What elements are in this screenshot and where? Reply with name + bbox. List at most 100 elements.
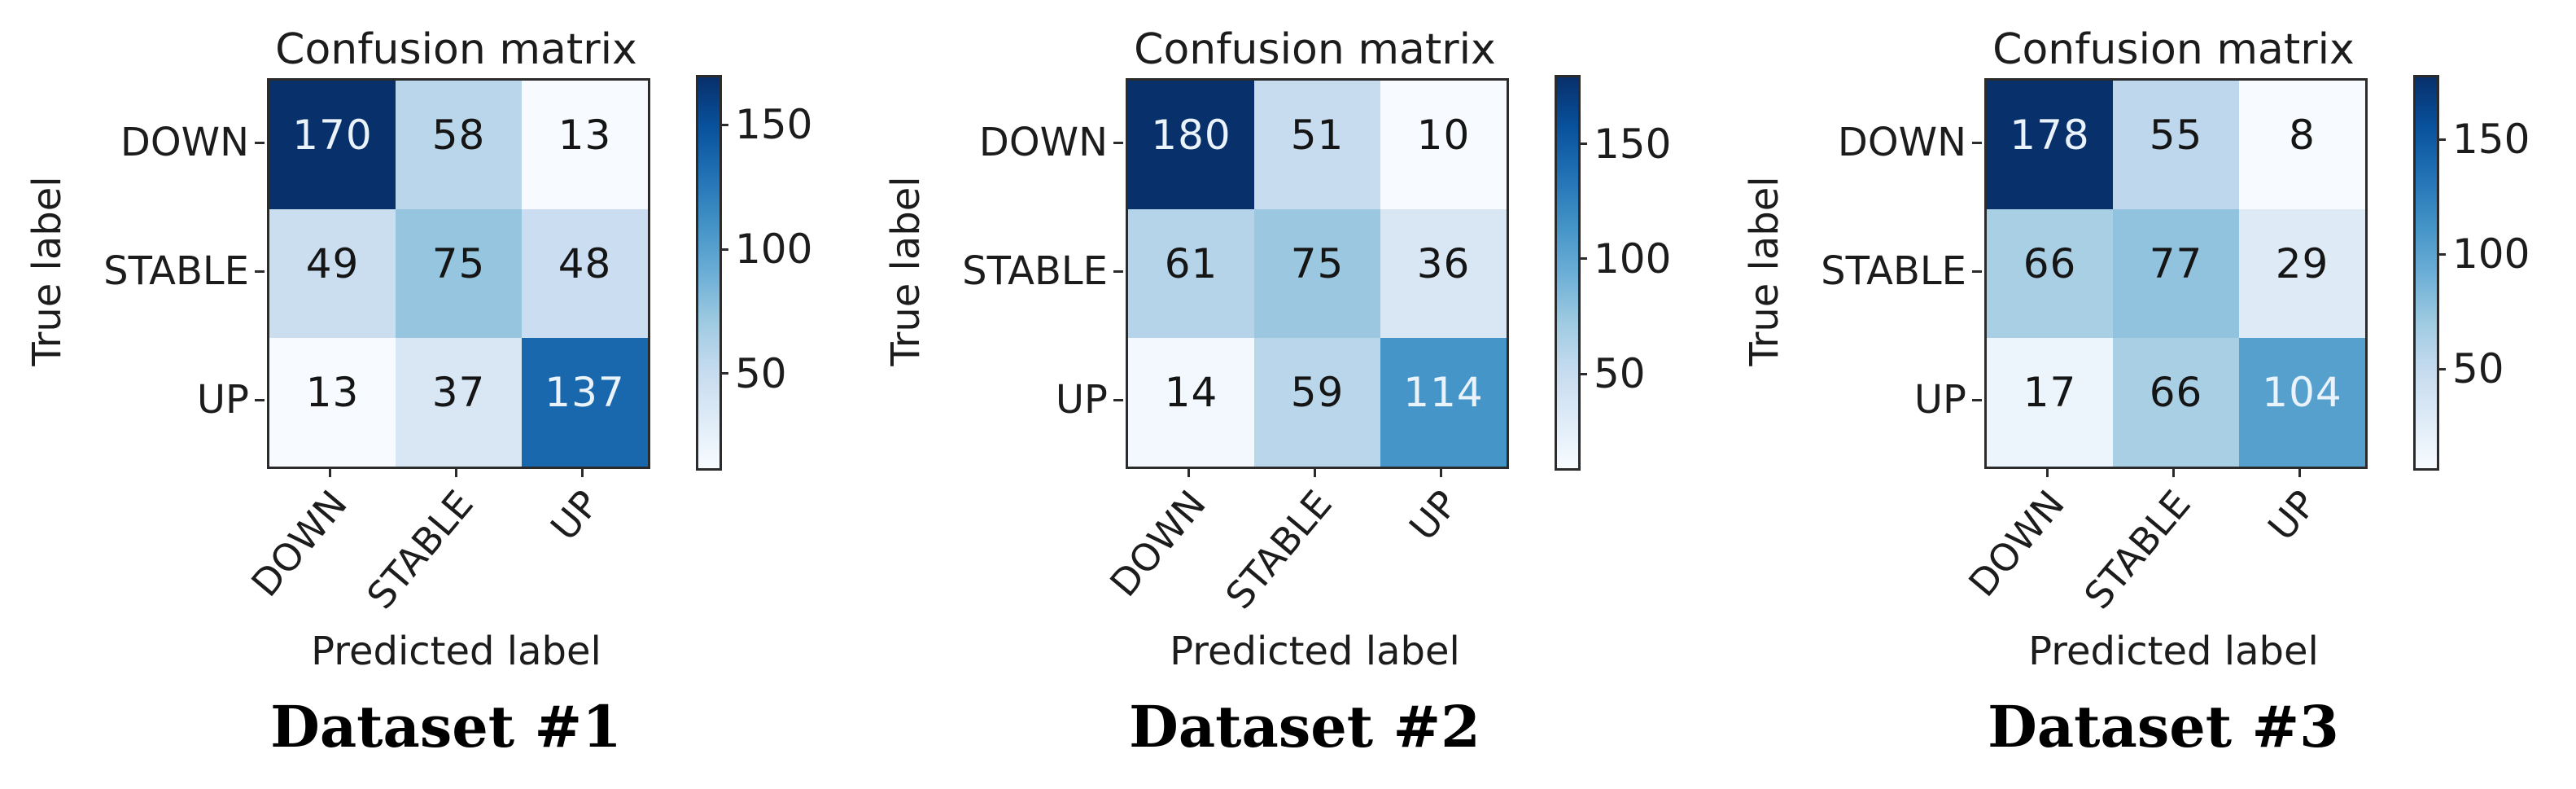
cell-value: 17	[2023, 369, 2077, 416]
matrix-cell-r1c2: 58	[396, 81, 522, 209]
matrix-cell-r1c2: 51	[1254, 81, 1380, 209]
x-axis-label: Predicted label	[311, 629, 601, 674]
plot-title: Confusion matrix	[1134, 25, 1496, 74]
y-tick-mark	[1113, 141, 1123, 144]
matrix-cell-r1c1: 178	[1987, 81, 2113, 209]
y-tick-mark	[1113, 270, 1123, 273]
cell-value: 66	[2023, 240, 2077, 287]
y-tick-label: DOWN	[1837, 120, 1966, 165]
y-tick-mark	[255, 398, 265, 401]
heatmap-grid: 180 51 10 61 75 36 14 59 114	[1126, 78, 1509, 469]
matrix-cell-r3c3: 137	[522, 338, 648, 467]
y-tick-mark	[1972, 398, 1982, 401]
y-axis-label: True label	[24, 176, 70, 366]
matrix-cell-r1c3: 13	[522, 81, 648, 209]
matrix-cell-r3c3: 114	[1380, 338, 1507, 467]
cell-value: 8	[2289, 112, 2316, 159]
x-tick-label: DOWN	[243, 482, 356, 605]
y-tick-label: DOWN	[120, 120, 249, 165]
plot-title: Confusion matrix	[1992, 25, 2355, 74]
cell-value: 75	[431, 240, 486, 287]
y-tick-label: UP	[1913, 377, 1966, 423]
colorbar-tick-label: 50	[1594, 350, 1646, 398]
x-tick-label: UP	[542, 482, 608, 549]
matrix-cell-r2c1: 49	[269, 209, 396, 338]
y-tick-mark	[1113, 398, 1123, 401]
matrix-cell-r3c2: 66	[2113, 338, 2239, 467]
colorbar-tick-label: 50	[2452, 345, 2504, 393]
plot-title: Confusion matrix	[275, 25, 637, 74]
cell-value: 58	[431, 112, 486, 159]
cell-value: 75	[1290, 240, 1345, 287]
y-tick-mark	[255, 270, 265, 273]
heatmap-grid: 170 58 13 49 75 48 13 37 137	[267, 78, 650, 469]
matrix-cell-r2c2: 75	[1254, 209, 1380, 338]
matrix-cell-r3c3: 104	[2239, 338, 2365, 467]
matrix-cell-r3c2: 59	[1254, 338, 1380, 467]
matrix-cell-r3c1: 14	[1128, 338, 1254, 467]
cell-value: 137	[545, 369, 625, 416]
colorbar-tick-label: 150	[735, 101, 813, 149]
colorbar-tick-label: 100	[2452, 230, 2530, 278]
cell-value: 77	[2149, 240, 2203, 287]
x-tick-label: STABLE	[358, 482, 482, 618]
y-axis-label: True label	[1742, 176, 1787, 366]
colorbar-tick-label: 100	[1594, 235, 1672, 283]
y-axis-label: True label	[883, 176, 929, 366]
cell-value: 29	[2275, 240, 2329, 287]
colorbar-tick-label: 150	[2452, 116, 2530, 164]
matrix-cell-r2c3: 48	[522, 209, 648, 338]
cell-value: 10	[1416, 112, 1471, 159]
matrix-cell-r2c1: 61	[1128, 209, 1254, 338]
x-tick-label: DOWN	[1960, 482, 2073, 605]
matrix-cell-r1c1: 170	[269, 81, 396, 209]
cell-value: 61	[1164, 240, 1218, 287]
cell-value: 48	[558, 240, 612, 287]
x-tick-label: DOWN	[1101, 482, 1214, 605]
matrix-cell-r1c1: 180	[1128, 81, 1254, 209]
heatmap-grid: 178 55 8 66 77 29 17 66 104	[1984, 78, 2368, 469]
x-tick-label: STABLE	[2075, 482, 2199, 618]
colorbar-tick-label: 100	[735, 226, 813, 273]
colorbar	[2413, 75, 2439, 471]
matrix-cell-r2c3: 36	[1380, 209, 1507, 338]
cell-value: 14	[1164, 369, 1218, 416]
matrix-cell-r3c2: 37	[396, 338, 522, 467]
cell-value: 180	[1151, 112, 1231, 159]
y-tick-label: UP	[196, 377, 249, 423]
x-tick-label: UP	[1401, 482, 1467, 549]
y-tick-label: UP	[1055, 377, 1108, 423]
cell-value: 66	[2149, 369, 2203, 416]
x-axis-label: Predicted label	[1170, 629, 1460, 674]
matrix-cell-r3c1: 13	[269, 338, 396, 467]
y-tick-label: DOWN	[978, 120, 1108, 165]
matrix-cell-r1c3: 10	[1380, 81, 1507, 209]
x-tick-label: STABLE	[1217, 482, 1340, 618]
cell-value: 51	[1290, 112, 1345, 159]
cell-value: 170	[292, 112, 373, 159]
dataset-caption: Dataset #1	[270, 693, 622, 761]
y-tick-mark	[255, 141, 265, 144]
x-tick-label: UP	[2259, 482, 2325, 549]
cell-value: 104	[2262, 369, 2342, 416]
colorbar-tick-label: 50	[735, 349, 787, 397]
dataset-caption: Dataset #2	[1129, 693, 1480, 761]
y-tick-mark	[1972, 141, 1982, 144]
colorbar	[696, 75, 722, 471]
cell-value: 59	[1290, 369, 1345, 416]
cell-value: 37	[431, 369, 486, 416]
cell-value: 178	[2010, 112, 2090, 159]
matrix-cell-r2c1: 66	[1987, 209, 2113, 338]
cell-value: 49	[305, 240, 360, 287]
colorbar	[1555, 75, 1581, 471]
x-axis-label: Predicted label	[2028, 629, 2319, 674]
cell-value: 36	[1416, 240, 1471, 287]
matrix-cell-r2c2: 75	[396, 209, 522, 338]
y-tick-mark	[1972, 270, 1982, 273]
matrix-cell-r2c3: 29	[2239, 209, 2365, 338]
matrix-cell-r2c2: 77	[2113, 209, 2239, 338]
colorbar-tick-label: 150	[1594, 120, 1672, 168]
matrix-cell-r1c3: 8	[2239, 81, 2365, 209]
matrix-cell-r3c1: 17	[1987, 338, 2113, 467]
